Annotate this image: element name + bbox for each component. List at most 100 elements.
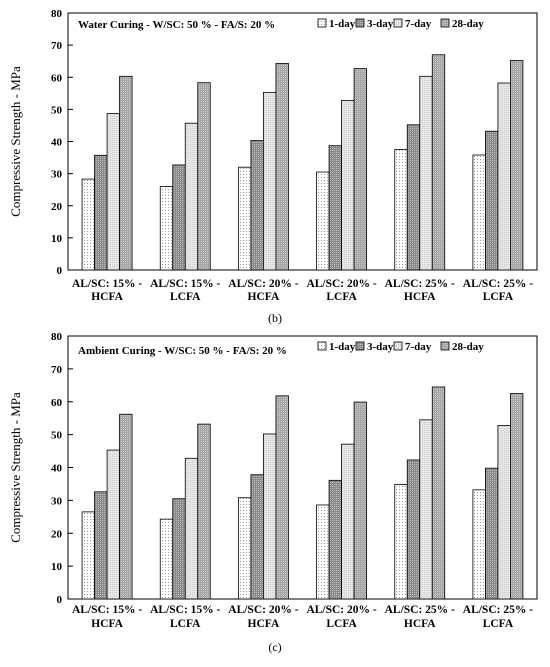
x-category-label-line2: LCFA — [170, 618, 201, 630]
x-category-label-line1: AL/SC: 25% - — [463, 278, 533, 290]
y-tick-label: 70 — [51, 40, 63, 52]
bar-3-day-4 — [406, 459, 421, 600]
legend-label-3-day: 3-day — [367, 341, 394, 353]
x-category-label-line2: HCFA — [91, 291, 123, 303]
legend-swatch-28-day — [440, 341, 450, 351]
x-category-label-line1: AL/SC: 15% - — [72, 278, 142, 290]
panel-b: Water Curing - W/SC: 50 % - FA/S: 20 % C… — [8, 8, 538, 325]
bar-1-day-1 — [159, 518, 174, 600]
bar-28-day-0 — [119, 413, 133, 600]
bar-7-day-3 — [341, 443, 355, 600]
bar-28-day-5 — [510, 393, 524, 600]
bar-7-day-4 — [419, 419, 433, 600]
bar-1-day-4 — [394, 149, 408, 271]
y-tick-label: 60 — [51, 72, 63, 84]
x-category-label-line2: HCFA — [404, 618, 436, 630]
y-tick-label: 30 — [51, 495, 63, 507]
x-category-label-line2: LCFA — [483, 618, 514, 630]
x-category-label-line2: HCFA — [248, 291, 280, 303]
y-tick-label: 0 — [57, 265, 63, 277]
y-tick-label: 80 — [51, 331, 63, 343]
legend-label-7-day: 7-day — [405, 18, 432, 30]
bar-3-day-2 — [250, 140, 264, 271]
bar-28-day-3 — [353, 68, 367, 271]
legend-label-1-day: 1-day — [329, 18, 356, 30]
y-tick-label: 0 — [57, 594, 63, 606]
bar-7-day-4 — [419, 75, 433, 271]
legend-swatch-28-day — [440, 18, 450, 28]
bar-28-day-2 — [275, 63, 289, 271]
legend-label-3-day: 3-day — [367, 18, 394, 30]
bar-3-day-3 — [328, 145, 342, 271]
bar-3-day-5 — [485, 467, 499, 600]
x-category-label-line1: AL/SC: 20% - — [228, 604, 298, 616]
bar-3-day-4 — [406, 124, 421, 271]
bar-7-day-1 — [184, 122, 199, 271]
x-category-label-line1: AL/SC: 25% - — [463, 604, 533, 616]
plot-frame-c — [67, 335, 538, 600]
y-axis-label-b: Compressive Strength - MPa — [8, 66, 23, 217]
x-labels-c: AL/SC: 15% - HCFA AL/SC: 15% - LCFA AL/SC: 2… — [72, 604, 533, 630]
y-tick-label: 70 — [51, 364, 63, 376]
bar-28-day-1 — [197, 423, 211, 600]
legend-swatch-3-day — [355, 18, 365, 28]
y-ticks-b: 0 10 20 30 40 50 60 70 80 — [51, 8, 73, 277]
y-tick-label: 20 — [51, 201, 63, 213]
x-category-label-line2: LCFA — [483, 291, 514, 303]
bar-7-day-0 — [106, 449, 120, 600]
x-category-label-line1: AL/SC: 15% - — [150, 604, 220, 616]
x-category-label-line1: AL/SC: 15% - — [150, 278, 220, 290]
bar-1-day-3 — [316, 171, 330, 271]
legend-swatch-7-day — [393, 341, 403, 351]
x-category-label-line1: AL/SC: 15% - — [72, 604, 142, 616]
legend-b: 1-day 3-day 7-day 28-day — [317, 18, 484, 30]
y-tick-label: 10 — [51, 561, 63, 573]
x-category-label-line2: LCFA — [326, 291, 357, 303]
legend-swatch-1-day — [317, 18, 327, 28]
y-tick-label: 40 — [51, 137, 63, 149]
x-category-label-line1: AL/SC: 20% - — [306, 278, 376, 290]
bar-3-day-0 — [94, 154, 108, 271]
bar-1-day-1 — [159, 186, 174, 271]
bar-7-day-1 — [184, 457, 199, 600]
bar-28-day-3 — [353, 401, 367, 600]
y-tick-label: 30 — [51, 169, 63, 181]
x-category-label-line1: AL/SC: 25% - — [385, 604, 455, 616]
bar-3-day-5 — [485, 130, 499, 271]
legend-swatch-3-day — [355, 341, 365, 351]
bar-7-day-5 — [497, 82, 511, 271]
bar-1-day-4 — [394, 484, 408, 600]
bar-28-day-4 — [431, 54, 446, 271]
bar-28-day-5 — [510, 60, 524, 271]
y-tick-label: 60 — [51, 397, 63, 409]
legend-label-28-day: 28-day — [452, 18, 484, 30]
bar-1-day-0 — [81, 511, 95, 600]
bars-c — [81, 386, 524, 600]
bar-3-day-1 — [172, 164, 186, 271]
x-category-label-line2: LCFA — [326, 618, 357, 630]
chart-title-b: Water Curing - W/SC: 50 % - FA/S: 20 % — [78, 19, 275, 31]
bar-7-day-2 — [263, 91, 277, 271]
y-tick-label: 40 — [51, 463, 63, 475]
legend-c: 1-day 3-day 7-day 28-day — [317, 341, 484, 353]
bar-1-day-3 — [316, 504, 330, 600]
bar-1-day-0 — [81, 178, 95, 271]
bar-7-day-5 — [497, 425, 511, 600]
bar-7-day-3 — [341, 99, 355, 271]
y-tick-label: 50 — [51, 104, 63, 116]
bar-3-day-3 — [328, 479, 342, 600]
bar-7-day-0 — [106, 113, 120, 271]
y-ticks-c: 0 10 20 30 40 50 60 70 80 — [51, 331, 73, 606]
bar-28-day-1 — [197, 82, 211, 271]
bars-b — [81, 54, 524, 271]
panel-label-c: (c) — [268, 640, 281, 654]
plot-frame-b — [67, 12, 538, 271]
bar-1-day-2 — [238, 166, 252, 271]
bar-28-day-2 — [275, 395, 289, 600]
x-category-label-line2: LCFA — [170, 291, 201, 303]
y-tick-label: 20 — [51, 528, 63, 540]
legend-label-1-day: 1-day — [329, 341, 356, 353]
legend-label-28-day: 28-day — [452, 341, 484, 353]
